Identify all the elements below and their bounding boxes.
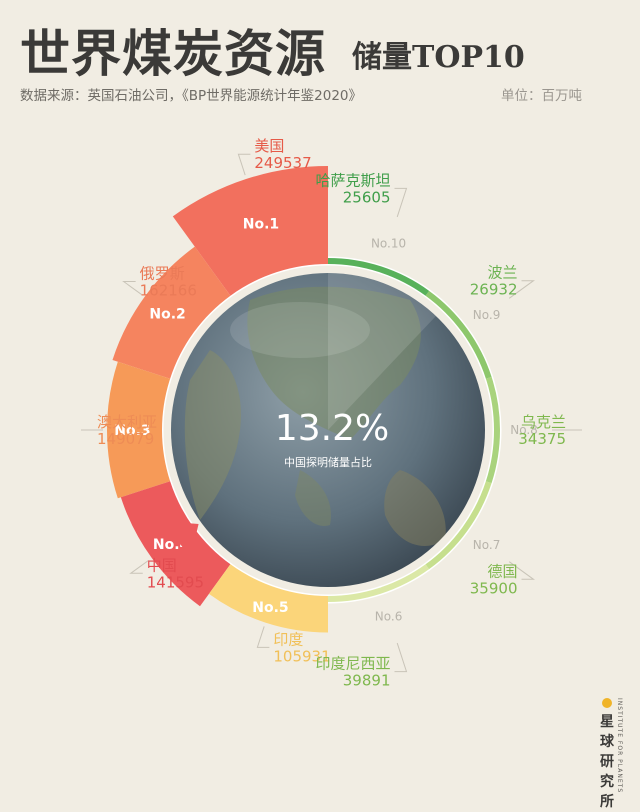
leader-line-7 xyxy=(508,561,536,580)
globe: 13.2% 中国探明储量占比 xyxy=(154,256,502,604)
rank-label-7: No.7 xyxy=(473,538,501,552)
value-label-10: 25605 xyxy=(343,188,391,206)
value-label-3: 149079 xyxy=(97,430,154,448)
logo-name-en: INSTITUTE FOR PLANETS xyxy=(616,698,623,794)
ring-segment-9 xyxy=(425,290,492,379)
ring-segment-7 xyxy=(425,481,492,570)
leader-line-1 xyxy=(237,153,251,176)
center-value: 13.2% xyxy=(275,408,389,449)
value-label-7: 35900 xyxy=(470,579,518,597)
brand-logo: 星球研究所 INSTITUTE FOR PLANETS xyxy=(600,698,630,810)
category-label-8: 乌克兰 xyxy=(521,413,566,431)
rank-label-8: No.8 xyxy=(510,423,538,437)
category-label-9: 波兰 xyxy=(487,264,517,282)
rank-label-2: No.2 xyxy=(149,306,185,322)
leader-line-4 xyxy=(129,559,149,574)
highlight-pointer-icon xyxy=(163,521,199,559)
ring-segment-10 xyxy=(328,258,430,296)
rank-label-3: No.3 xyxy=(114,423,150,439)
rank-label-5: No.5 xyxy=(252,600,288,616)
leader-line-10 xyxy=(394,187,408,218)
logo-dot-icon xyxy=(602,698,612,708)
logo-name-cn: 星球研究所 xyxy=(600,714,614,810)
value-label-8: 34375 xyxy=(518,430,566,448)
ring-segment-8 xyxy=(485,376,500,484)
value-label-2: 162166 xyxy=(140,282,197,300)
leader-line-6 xyxy=(394,642,408,673)
category-label-1: 美国 xyxy=(254,137,284,155)
data-source: 数据来源：英国石油公司，《BP世界能源统计年鉴2020》 xyxy=(20,88,363,104)
rank-label-6: No.6 xyxy=(375,609,403,623)
category-label-6: 印度尼西亚 xyxy=(315,655,390,673)
category-label-10: 哈萨克斯坦 xyxy=(315,171,390,189)
value-label-5: 105931 xyxy=(273,647,330,665)
ring-segment-4 xyxy=(120,481,231,607)
chart-title-sub: 储量TOP10 xyxy=(352,40,525,75)
leader-line-2 xyxy=(122,281,142,295)
ring-segment-1 xyxy=(172,166,328,296)
value-label-9: 26932 xyxy=(470,281,518,299)
china-share-wedge xyxy=(328,273,436,430)
leader-line-5 xyxy=(256,626,270,648)
category-label-7: 德国 xyxy=(487,562,517,580)
globe-land xyxy=(184,286,446,546)
chart-title-main: 世界煤炭资源 xyxy=(20,24,326,83)
value-label-4: 141595 xyxy=(147,573,204,591)
rank-label-1: No.1 xyxy=(243,217,279,233)
chart-ring: No.1No.2No.3No.4No.5 xyxy=(106,166,500,633)
category-label-5: 印度 xyxy=(273,630,303,648)
ring-segment-3 xyxy=(106,361,171,499)
leader-line-9 xyxy=(508,280,536,299)
category-label-4: 中国 xyxy=(147,556,177,574)
ring-segment-6 xyxy=(328,564,430,602)
rank-label-10: No.10 xyxy=(371,237,406,251)
category-label-3: 澳大利亚 xyxy=(97,413,157,431)
center-label: 中国探明储量占比 xyxy=(284,455,372,469)
value-label-1: 249537 xyxy=(254,154,311,172)
ring-segment-5 xyxy=(208,564,328,633)
rank-label-9: No.9 xyxy=(473,308,501,322)
unit-label: 单位：百万吨 xyxy=(501,88,582,104)
ring-segment-2 xyxy=(112,246,231,379)
value-label-6: 39891 xyxy=(343,672,391,690)
category-label-2: 俄罗斯 xyxy=(140,265,185,283)
